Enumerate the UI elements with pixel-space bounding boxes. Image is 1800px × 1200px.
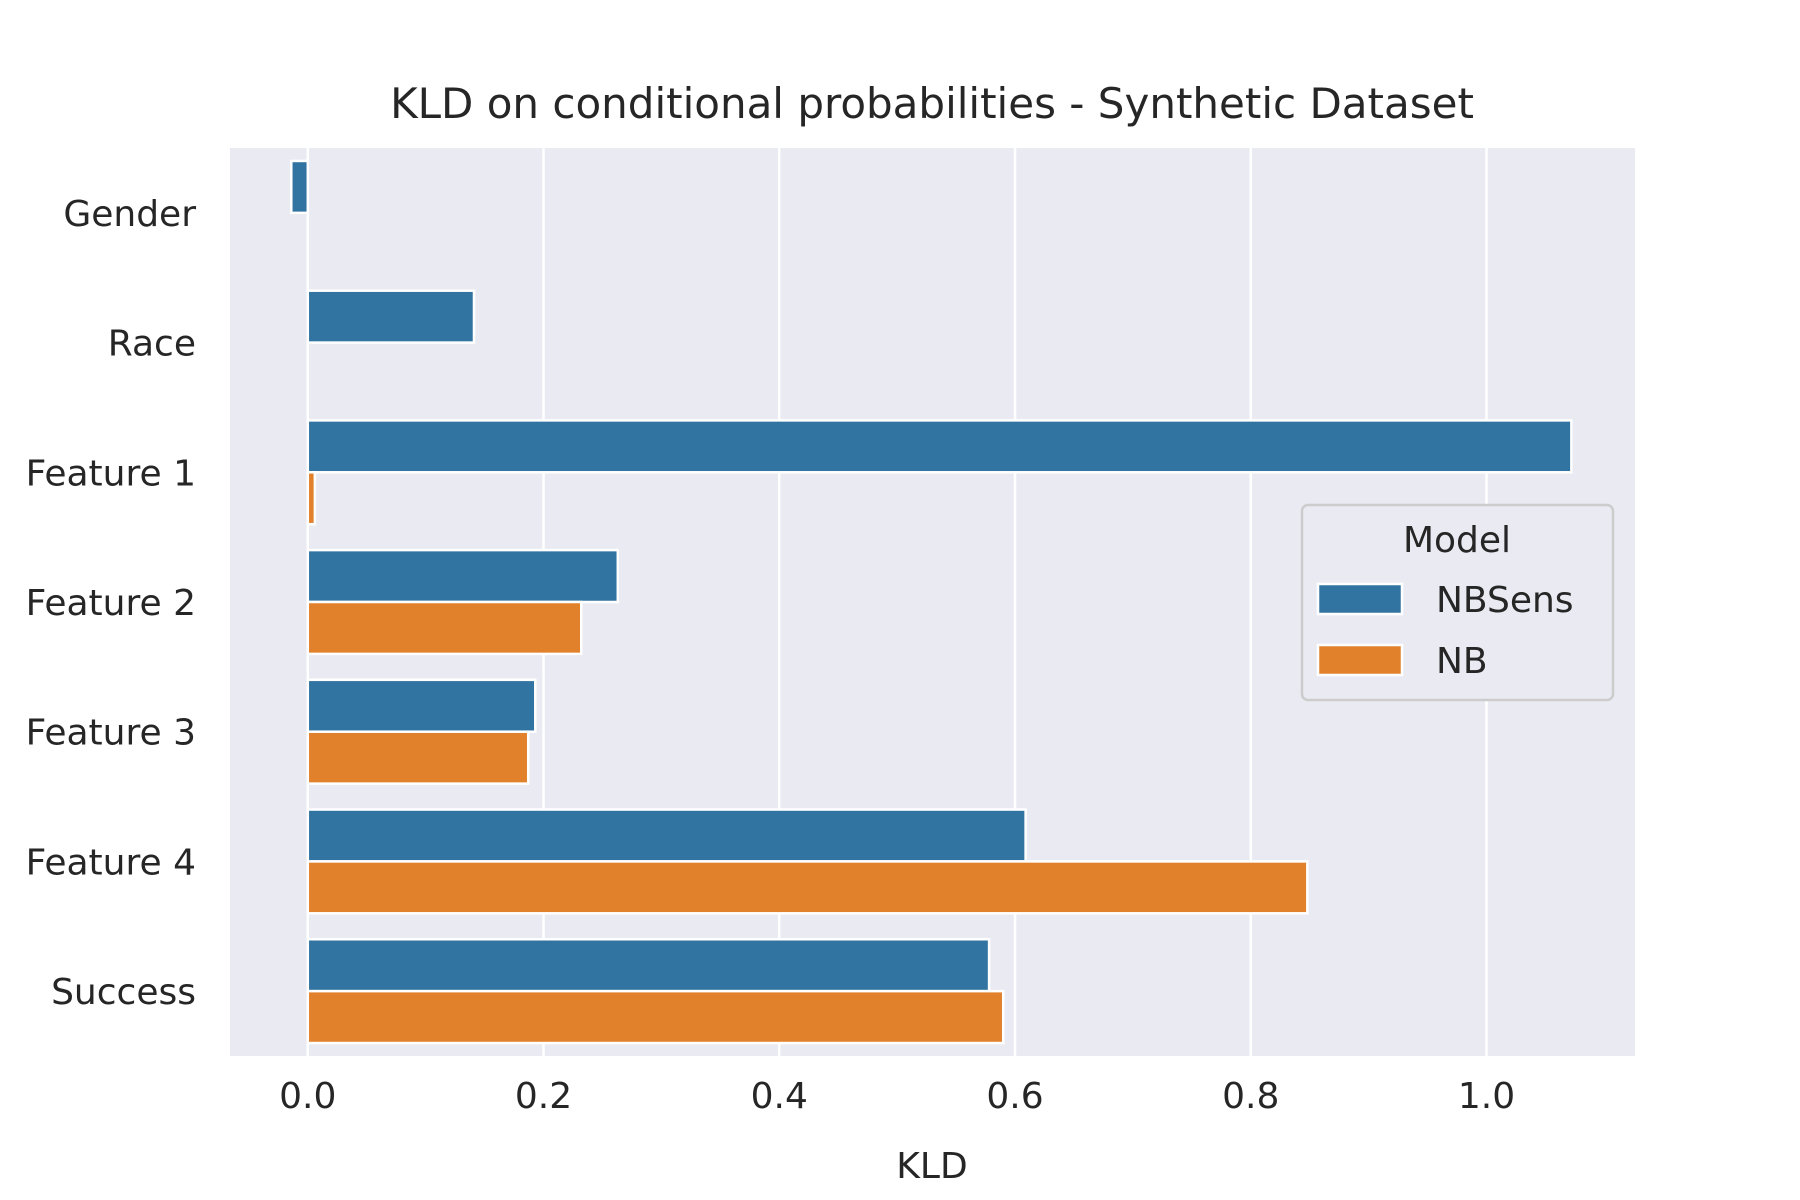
y-tick-label: Success — [51, 972, 196, 1013]
bar-nbsens-feature-1 — [306, 419, 1573, 474]
y-tick-label: Race — [108, 324, 196, 365]
x-tick-label: 0.8 — [1222, 1076, 1279, 1117]
legend-swatch-nbsens — [1316, 582, 1404, 616]
chart-title: KLD on conditional probabilities - Synth… — [390, 79, 1474, 128]
legend-label-nb: NB — [1436, 641, 1488, 682]
x-tick-label: 0.0 — [279, 1076, 336, 1117]
x-tick-label: 0.4 — [751, 1076, 808, 1117]
y-tick-label: Gender — [63, 194, 196, 235]
bars — [290, 159, 1573, 1045]
bar-nbsens-feature-2 — [306, 548, 620, 604]
bar-nbsens-feature-4 — [306, 808, 1027, 863]
legend: Model NBSens NB — [1300, 503, 1615, 702]
bar-nbsens-success — [306, 938, 991, 993]
y-tick-label: Feature 4 — [26, 842, 196, 883]
bar-nbsens-race — [306, 289, 476, 344]
y-tick-label: Feature 1 — [26, 453, 196, 494]
bar-nb-feature-3 — [306, 730, 530, 785]
bar-nb-success — [306, 989, 1005, 1045]
y-tick-labels: Gender Race Feature 1 Feature 2 Feature 3 Fea… — [26, 194, 197, 1013]
bar-nb-feature-4 — [306, 860, 1309, 915]
bar-nbsens-feature-3 — [306, 678, 537, 733]
legend-label-nbsens: NBSens — [1436, 580, 1574, 621]
bar-nbsens-gender — [290, 159, 310, 215]
bar-nb-feature-1 — [306, 471, 317, 526]
x-tick-label: 0.2 — [515, 1076, 572, 1117]
x-tick-label: 0.6 — [986, 1076, 1043, 1117]
y-tick-label: Feature 2 — [26, 583, 196, 624]
y-tick-label: Feature 3 — [26, 713, 196, 754]
x-tick-label: 1.0 — [1458, 1076, 1515, 1117]
legend-swatch-nb — [1316, 643, 1404, 677]
legend-title: Model — [1403, 520, 1511, 561]
x-tick-labels: 0.0 0.2 0.4 0.6 0.8 1.0 — [279, 1076, 1515, 1117]
x-axis-label: KLD — [896, 1146, 967, 1187]
bar-nb-feature-2 — [306, 600, 583, 656]
